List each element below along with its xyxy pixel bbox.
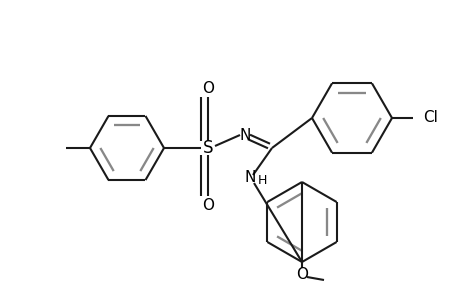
Text: O: O [295, 268, 308, 283]
Text: O: O [202, 197, 213, 212]
Text: N: N [244, 170, 255, 185]
Text: O: O [202, 80, 213, 95]
Text: H: H [257, 173, 267, 187]
Text: S: S [202, 139, 213, 157]
Text: Cl: Cl [422, 110, 437, 125]
Text: N: N [239, 128, 250, 142]
